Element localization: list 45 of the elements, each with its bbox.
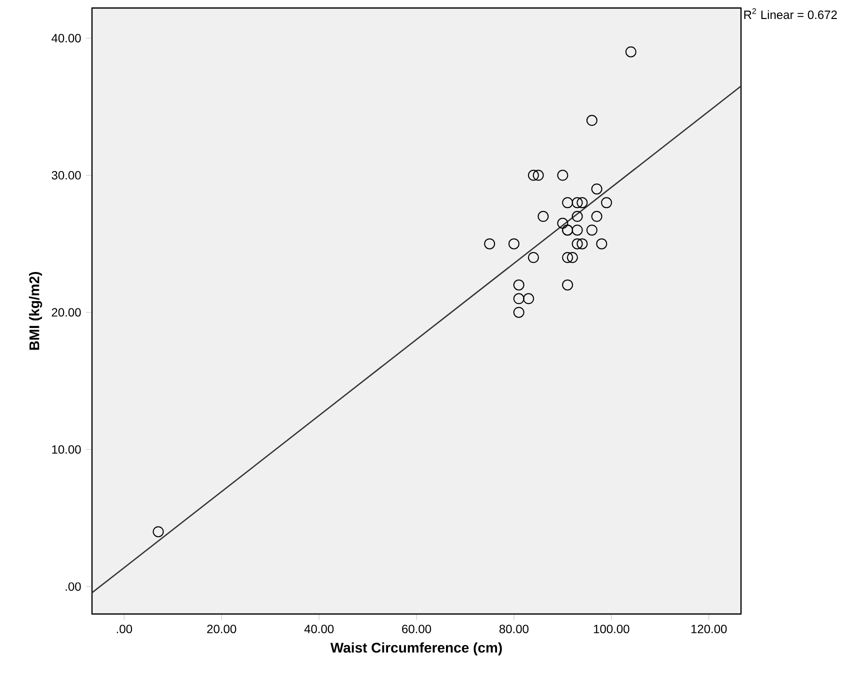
point bbox=[538, 210, 549, 222]
point bbox=[528, 252, 539, 264]
point bbox=[557, 218, 568, 229]
point bbox=[586, 224, 598, 236]
x-tick-label: 20.00 bbox=[207, 624, 236, 634]
x-tick-label: 120.00 bbox=[691, 624, 727, 634]
x-tick-label: 40.00 bbox=[304, 624, 334, 634]
point bbox=[523, 293, 534, 304]
point bbox=[625, 46, 636, 58]
point bbox=[566, 252, 578, 264]
y-tick-label: .00 bbox=[66, 582, 81, 591]
point bbox=[562, 279, 574, 290]
point bbox=[528, 170, 539, 181]
y-tick-label: 40.00 bbox=[52, 34, 81, 42]
x-tick-label: 60.00 bbox=[402, 624, 432, 634]
point bbox=[513, 293, 524, 304]
point bbox=[576, 197, 588, 208]
point bbox=[484, 238, 496, 250]
y-tick-label: 20.00 bbox=[52, 308, 81, 317]
y-tick-label: 10.00 bbox=[52, 445, 81, 454]
y-axis-title: BMI (kg/m2) bbox=[28, 272, 42, 350]
text: R$^{2}$ Linear = 0.672 bbox=[744, 8, 837, 20]
point bbox=[557, 170, 568, 181]
point bbox=[572, 197, 583, 208]
point bbox=[572, 224, 583, 236]
point bbox=[596, 238, 608, 250]
point bbox=[591, 210, 602, 222]
point bbox=[562, 252, 574, 264]
point bbox=[601, 197, 612, 208]
point bbox=[152, 526, 164, 538]
point bbox=[586, 114, 598, 126]
point bbox=[513, 306, 524, 318]
point bbox=[572, 210, 583, 222]
y-tick-label: 30.00 bbox=[52, 171, 81, 180]
x-axis-title: Waist Circumference (cm) bbox=[330, 642, 502, 656]
point bbox=[513, 279, 524, 290]
x-tick-label: .00 bbox=[116, 624, 132, 634]
point bbox=[562, 197, 574, 208]
point bbox=[591, 183, 602, 194]
point bbox=[572, 238, 583, 250]
x-tick-label: 80.00 bbox=[499, 624, 529, 634]
point bbox=[532, 170, 544, 181]
point bbox=[508, 238, 520, 250]
x-tick-label: 100.00 bbox=[594, 624, 630, 634]
point bbox=[576, 238, 588, 250]
